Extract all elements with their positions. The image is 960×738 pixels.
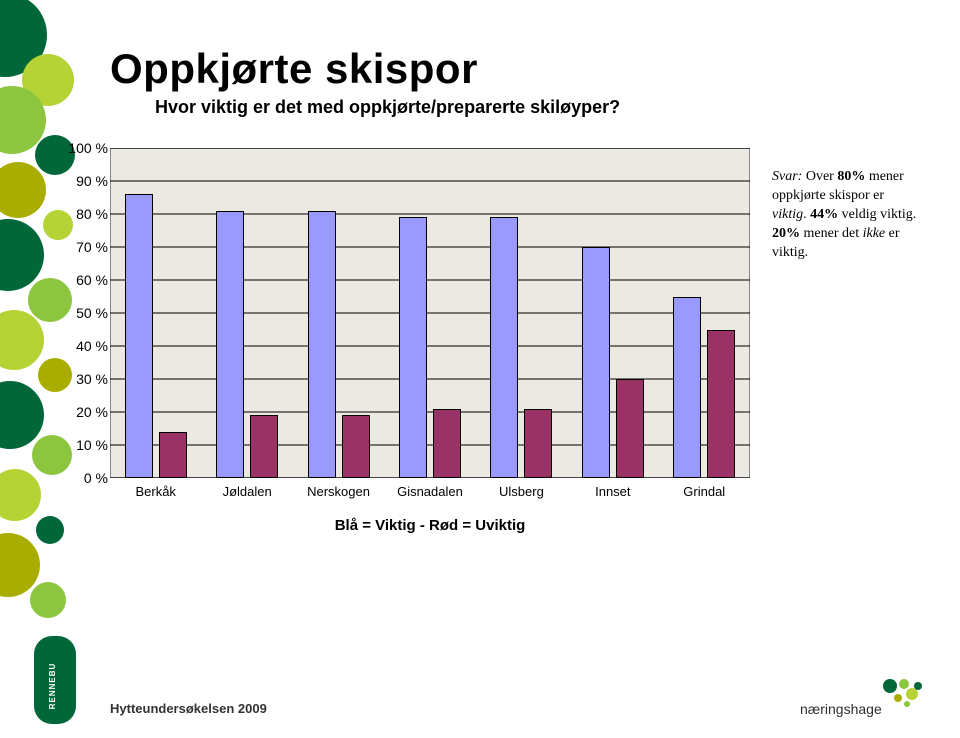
chart: 0 %10 %20 %30 %40 %50 %60 %70 %80 %90 %1… <box>110 148 750 534</box>
bar-group <box>476 148 567 478</box>
commentary-box: Svar: Over 80% mener oppkjørte skispor e… <box>772 168 922 262</box>
svg-text:RENNEBU: RENNEBU <box>48 663 57 710</box>
commentary-pct: 44% <box>810 207 838 222</box>
x-tick-label: Jøldalen <box>201 484 292 499</box>
legend-text: Blå = Viktig - Rød = Uviktig <box>110 517 750 534</box>
y-tick-label: 60 % <box>76 272 108 288</box>
bar-group <box>384 148 475 478</box>
bar-group <box>201 148 292 478</box>
y-tick-label: 50 % <box>76 305 108 321</box>
bar-viktig <box>125 194 153 478</box>
y-axis-labels: 0 %10 %20 %30 %40 %50 %60 %70 %80 %90 %1… <box>58 148 108 478</box>
bar-viktig <box>673 297 701 479</box>
commentary-italic: ikke <box>863 226 886 241</box>
bar-viktig <box>399 217 427 478</box>
y-tick-label: 20 % <box>76 404 108 420</box>
y-tick-label: 100 % <box>68 140 108 156</box>
bar-viktig <box>308 211 336 478</box>
x-tick-label: Gisnadalen <box>384 484 475 499</box>
plot-area <box>110 148 750 478</box>
bar-uviktig <box>616 379 644 478</box>
rennebu-logo: RENNEBU <box>30 626 80 726</box>
bar-viktig <box>216 211 244 478</box>
y-tick-label: 30 % <box>76 371 108 387</box>
x-tick-label: Nerskogen <box>293 484 384 499</box>
y-tick-label: 70 % <box>76 239 108 255</box>
x-tick-label: Berkåk <box>110 484 201 499</box>
bar-uviktig <box>250 415 278 478</box>
y-tick-label: 10 % <box>76 437 108 453</box>
bar-viktig <box>582 247 610 478</box>
svg-text:næringshage: næringshage <box>800 701 882 717</box>
commentary-label: Svar: <box>772 169 802 184</box>
commentary-text: veldig viktig. <box>838 207 916 222</box>
footer: RENNEBU Hytteundersøkelsen 2009 næringsh… <box>0 678 960 738</box>
bar-uviktig <box>433 409 461 478</box>
commentary-pct: 80% <box>837 169 865 184</box>
bar-uviktig <box>159 432 187 478</box>
bar-group <box>110 148 201 478</box>
x-axis-labels: BerkåkJøldalenNerskogenGisnadalenUlsberg… <box>110 484 750 499</box>
x-tick-label: Grindal <box>659 484 750 499</box>
slide: Oppkjørte skispor Hvor viktig er det med… <box>0 0 960 738</box>
commentary-italic: viktig <box>772 207 803 222</box>
x-tick-label: Ulsberg <box>476 484 567 499</box>
bar-group <box>659 148 750 478</box>
y-tick-label: 0 % <box>84 470 108 486</box>
bar-uviktig <box>342 415 370 478</box>
y-tick-label: 80 % <box>76 206 108 222</box>
page-subtitle: Hvor viktig er det med oppkjørte/prepare… <box>155 97 930 118</box>
chart-row: 0 %10 %20 %30 %40 %50 %60 %70 %80 %90 %1… <box>110 148 930 534</box>
commentary-text: mener det <box>800 226 863 241</box>
x-tick-label: Innset <box>567 484 658 499</box>
page-title: Oppkjørte skispor <box>110 45 930 93</box>
bar-viktig <box>490 217 518 478</box>
commentary-text: Over <box>802 169 837 184</box>
y-tick-label: 90 % <box>76 173 108 189</box>
bars-container <box>110 148 750 478</box>
bar-uviktig <box>524 409 552 478</box>
bar-group <box>567 148 658 478</box>
bar-uviktig <box>707 330 735 479</box>
content-area: Oppkjørte skispor Hvor viktig er det med… <box>110 45 930 534</box>
y-tick-label: 40 % <box>76 338 108 354</box>
survey-name: Hytteundersøkelsen 2009 <box>110 701 267 716</box>
commentary-pct: 20% <box>772 226 800 241</box>
bar-group <box>293 148 384 478</box>
naeringshage-logo: næringshage <box>780 674 930 724</box>
